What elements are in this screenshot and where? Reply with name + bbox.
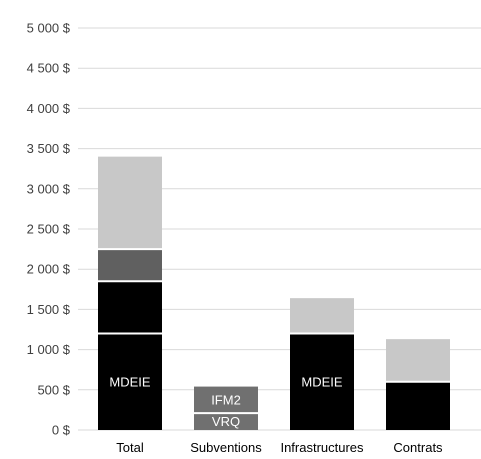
y-tick-label: 2 000 $ <box>27 262 71 277</box>
bar-segment <box>386 339 450 382</box>
bar-segment <box>98 249 162 282</box>
y-tick-label: 0 $ <box>52 423 71 438</box>
y-tick-label: 3 000 $ <box>27 181 71 196</box>
x-category-label: Total <box>116 440 144 455</box>
x-axis-category-labels: Total Subventions Infrastructures Contrats <box>116 440 443 455</box>
bar-segment <box>194 386 258 414</box>
y-axis-tick-labels: 0 $ 500 $ 1 000 $ 1 500 $ 2 000 $ 2 500 $ 3 00… <box>27 21 71 438</box>
x-category-label: Contrats <box>393 440 443 455</box>
segment-label: MDEIE <box>109 374 151 389</box>
x-category-label: Subventions <box>190 440 262 455</box>
bar-segment <box>290 333 354 430</box>
x-category-label: Infrastructures <box>280 440 364 455</box>
y-tick-label: 4 500 $ <box>27 61 71 76</box>
y-tick-label: 4 000 $ <box>27 101 71 116</box>
bar-segment <box>98 333 162 430</box>
bar-segment <box>98 281 162 334</box>
bar-segment <box>386 381 450 430</box>
y-tick-label: 2 500 $ <box>27 222 71 237</box>
bar-segment <box>290 298 354 334</box>
bar-segment <box>98 156 162 250</box>
y-tick-label: 5 000 $ <box>27 21 71 36</box>
segment-labels: MDEIE VRQ IFM2 MDEIE <box>109 374 343 429</box>
y-tick-label: 1 000 $ <box>27 342 71 357</box>
bar-segment <box>194 413 258 430</box>
y-tick-label: 3 500 $ <box>27 141 71 156</box>
segment-label: VRQ <box>212 414 240 429</box>
y-tick-label: 500 $ <box>37 382 70 397</box>
segment-label: MDEIE <box>301 374 343 389</box>
y-tick-label: 1 500 $ <box>27 302 71 317</box>
bars <box>98 156 450 430</box>
segment-label: IFM2 <box>211 392 241 407</box>
